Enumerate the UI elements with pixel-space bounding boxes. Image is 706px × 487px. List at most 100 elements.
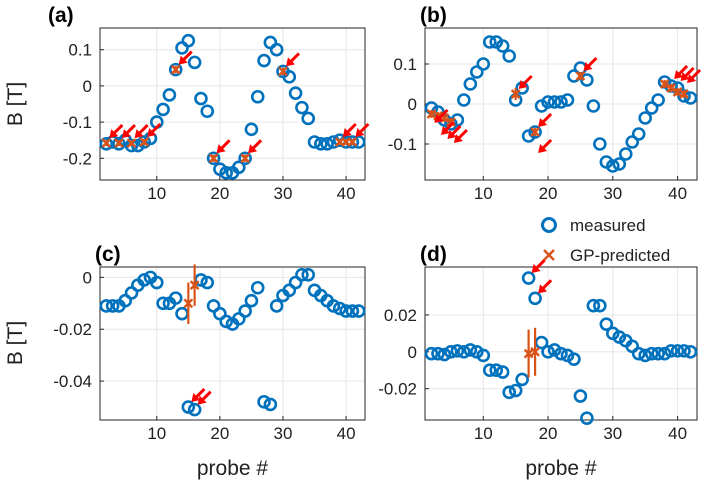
arrow-annotation <box>121 124 136 139</box>
measured-point <box>502 385 516 400</box>
x-tick-label: 10 <box>474 184 493 203</box>
measured-series <box>99 33 366 180</box>
measured-point <box>495 39 510 53</box>
measured-point <box>250 89 265 104</box>
measured-point <box>482 35 497 49</box>
predicted-point <box>575 71 586 81</box>
predicted-point <box>666 83 676 93</box>
predicted-point <box>679 89 689 99</box>
measured-point <box>431 346 445 361</box>
x-tick-label: 40 <box>337 184 356 203</box>
predicted-point <box>659 79 670 89</box>
measured-point <box>181 33 196 48</box>
measured-point <box>168 62 183 77</box>
predicted-point <box>278 66 288 77</box>
arrow-annotation <box>147 122 162 137</box>
measured-series <box>99 267 366 417</box>
measured-point <box>476 57 491 71</box>
y-tick-label: -0.1 <box>388 135 417 154</box>
panel-a: 10 20 30 40 0.1 0 -0.1 -0.2 (a) B [T] <box>4 4 370 203</box>
measured-point <box>644 346 659 361</box>
measured-point <box>187 402 202 417</box>
arrow-annotation <box>248 139 263 154</box>
measured-point <box>515 372 529 387</box>
measured-point <box>282 70 297 84</box>
legend-predicted-label: GP-predicted <box>570 246 670 265</box>
arrow-annotation <box>342 122 357 137</box>
x-tick-label: 20 <box>210 424 229 443</box>
y-tick-label: 0 <box>83 268 92 287</box>
predicted-point <box>347 137 358 147</box>
measured-point <box>194 91 208 106</box>
measured-point <box>625 135 640 149</box>
measured-point <box>156 296 170 311</box>
arrow-annotation <box>538 112 553 127</box>
x-tick-label: 20 <box>539 424 558 443</box>
measured-point <box>463 343 478 357</box>
axes-box <box>99 27 366 181</box>
measured-point <box>263 35 278 50</box>
measured-point <box>541 95 555 109</box>
measured-point <box>670 344 685 358</box>
measured-point <box>593 298 607 313</box>
predicted-point <box>170 64 181 75</box>
measured-point <box>187 55 202 70</box>
measured-point <box>457 344 471 359</box>
legend-measured-marker <box>541 217 557 233</box>
x-tick-label: 10 <box>147 424 166 443</box>
measured-point <box>156 102 170 117</box>
arrow-annotations <box>434 56 702 153</box>
y-tick-label: -0.02 <box>53 320 92 339</box>
measured-point <box>200 275 215 290</box>
measured-point <box>644 101 659 115</box>
measured-point <box>320 137 334 151</box>
arrow-annotation <box>680 66 695 81</box>
measured-point <box>200 104 215 119</box>
grid <box>100 28 365 180</box>
measured-point <box>263 397 278 412</box>
y-tick-label: -0.2 <box>63 149 92 168</box>
arrow-annotation <box>531 258 546 274</box>
measured-point <box>244 293 259 308</box>
y-tick-label: 0.02 <box>384 306 417 325</box>
measured-point <box>457 93 471 107</box>
measured-point <box>554 95 568 109</box>
measured-point <box>554 346 568 361</box>
x-tick-label: 30 <box>274 424 293 443</box>
measured-point <box>437 347 452 362</box>
measured-point <box>580 411 594 425</box>
measured-point <box>124 138 139 153</box>
measured-point <box>175 306 189 321</box>
measured-point <box>508 383 523 398</box>
predicted-point <box>126 138 137 148</box>
measured-point <box>547 95 562 109</box>
measured-point <box>295 100 309 115</box>
predicted-point <box>530 346 540 357</box>
y-tick-label: 0.1 <box>393 55 417 74</box>
measured-point <box>586 298 601 313</box>
measured-point <box>476 348 491 363</box>
x-tick-label: 40 <box>337 424 356 443</box>
measured-point <box>269 299 284 313</box>
arrow-annotation <box>191 387 206 403</box>
measured-point <box>631 127 646 141</box>
measured-point <box>489 363 504 378</box>
measured-point <box>450 344 465 358</box>
measured-point <box>288 86 303 100</box>
measured-point <box>612 157 627 171</box>
x-tick-label: 40 <box>668 424 687 443</box>
measured-point <box>606 159 620 173</box>
measured-point <box>586 99 601 113</box>
y-tick-label: 0 <box>408 95 417 114</box>
arrow-annotation <box>109 124 124 139</box>
measured-point <box>162 88 177 102</box>
predicted-point <box>672 87 683 97</box>
y-tick-label: 0.1 <box>68 41 92 60</box>
predicted-point <box>101 138 112 148</box>
measured-point <box>250 280 265 295</box>
measured-point <box>638 348 652 363</box>
measured-point <box>683 344 698 359</box>
panel-label: (a) <box>48 4 74 27</box>
arrow-annotation <box>583 56 598 71</box>
